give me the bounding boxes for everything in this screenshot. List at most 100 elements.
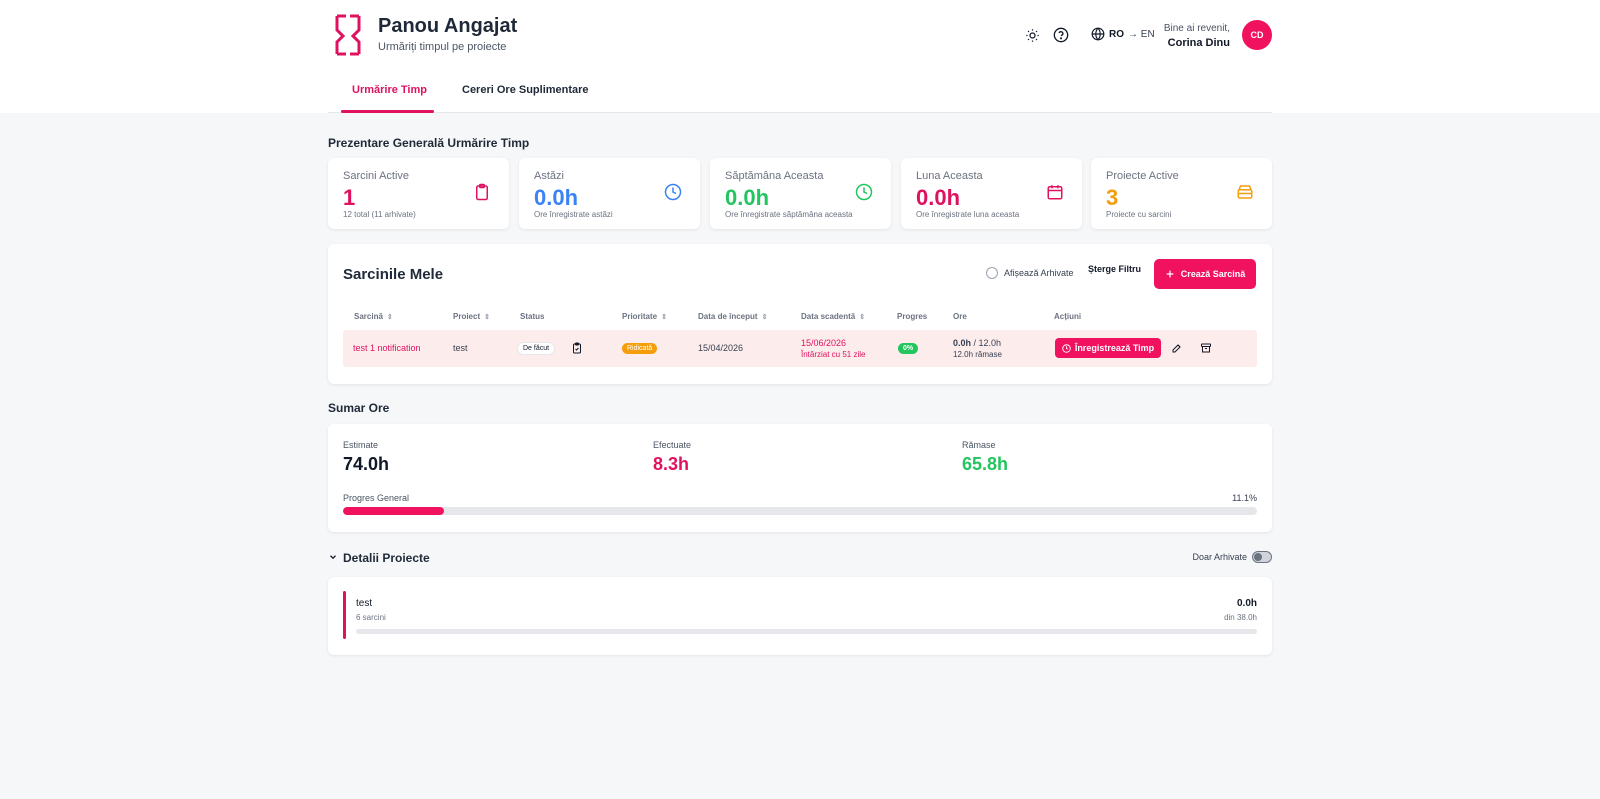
summary-card: Estimate 74.0h Efectuate 8.3h Rămase 65.… (328, 424, 1272, 532)
project-progress-bar (356, 629, 1257, 634)
column-header-status: Status (520, 312, 544, 321)
hours-logged: 0.0h / 12.0h (953, 338, 1001, 348)
overdue-note: Întârziat cu 51 zile (801, 350, 866, 359)
stat-note: 12 total (11 arhivate) (343, 210, 416, 219)
column-label: Proiect (453, 312, 481, 321)
logo-icon (335, 14, 361, 56)
user-name: Corina Dinu (1167, 37, 1230, 49)
chevron-down-icon[interactable] (328, 552, 338, 562)
sort-icon[interactable]: ⇕ (484, 313, 490, 321)
clipboard-check-icon[interactable] (571, 342, 583, 354)
archived-only-toggle[interactable] (1252, 551, 1272, 563)
clear-filter-button[interactable]: Șterge Filtru (1088, 264, 1142, 274)
help-button[interactable] (1052, 26, 1070, 44)
overall-progress-bar (343, 507, 1257, 515)
header: Panou Angajat Urmăriți timpul pe proiect… (328, 0, 1272, 70)
hours-done: 0.0h (953, 338, 972, 348)
column-header-project[interactable]: Proiect ⇕ (453, 312, 490, 321)
create-task-label: Crează Sarcină (1180, 269, 1246, 279)
archived-only-label: Doar Arhivate (1192, 552, 1247, 562)
tab-overtime-requests[interactable]: Cereri Ore Suplimentare (462, 84, 589, 96)
create-task-button[interactable]: Crează Sarcină (1154, 259, 1256, 289)
project-name: test (356, 598, 373, 609)
tasks-title: Sarcinile Mele (343, 266, 444, 283)
stat-note: Ore înregistrate luna aceasta (916, 210, 1020, 219)
theme-toggle-button[interactable] (1023, 26, 1041, 44)
plus-icon (1166, 270, 1174, 278)
tab-time-tracking[interactable]: Urmărire Timp (352, 84, 427, 96)
welcome-text: Bine ai revenit, (1163, 23, 1230, 34)
sort-icon[interactable]: ⇕ (386, 313, 393, 321)
column-header-start-date[interactable]: Data de început ⇕ (698, 312, 767, 321)
estimated-label: Estimate (343, 440, 379, 450)
archive-icon[interactable] (1200, 342, 1212, 354)
table-row: test 1 notification test De făcut Ridica… (343, 330, 1257, 367)
column-label: Status (520, 312, 545, 321)
stat-label: Sarcini Active (343, 170, 410, 182)
stat-value: 0.0h (916, 185, 961, 210)
due-date: 15/06/2026 (801, 338, 847, 348)
show-archived-checkbox[interactable]: Afișează Arhivate (986, 267, 1074, 279)
left-label: Rămase (962, 440, 996, 450)
record-time-label: Înregistrează Timp (1074, 343, 1155, 353)
stat-card-active-projects: Proiecte Active 3 Proiecte cu sarcini (1091, 158, 1272, 229)
stat-label: Săptămâna Aceasta (725, 170, 824, 182)
project-accent-bar (343, 591, 346, 639)
column-header-hours: Ore (953, 312, 967, 321)
folder-icon (1237, 185, 1253, 199)
clock-icon (664, 183, 682, 201)
column-header-task[interactable]: Sarcină ⇕ (354, 312, 393, 321)
progress-percent: 11.1% (1232, 493, 1257, 503)
column-header-priority[interactable]: Prioritate ⇕ (622, 312, 667, 321)
column-header-progress: Progres (897, 312, 927, 321)
project-card[interactable]: test 6 sarcini 0.0h din 38.0h (328, 577, 1272, 655)
globe-icon (1091, 27, 1105, 41)
sort-icon[interactable]: ⇕ (761, 313, 768, 321)
language-switch[interactable]: RO → EN (1091, 27, 1155, 41)
progress-label: Progres General (343, 493, 410, 503)
stat-value: 0.0h (725, 185, 770, 210)
stat-label: Luna Aceasta (916, 170, 983, 182)
checkbox[interactable] (986, 267, 998, 279)
column-header-due-date[interactable]: Data scadentă ⇕ (801, 312, 865, 321)
estimated-value: 74.0h (343, 454, 390, 474)
project-hours: 0.0h (1236, 598, 1257, 609)
stat-value: 0.0h (534, 185, 579, 210)
archived-only-toggle-wrap: Doar Arhivate (1192, 551, 1272, 563)
sort-icon[interactable]: ⇕ (859, 313, 866, 321)
stat-note: Proiecte cu sarcini (1106, 210, 1172, 219)
stat-card-this-month: Luna Aceasta 0.0h Ore înregistrate luna … (901, 158, 1082, 229)
clock-icon (1062, 343, 1071, 353)
welcome: Bine ai revenit, Corina Dinu (1164, 22, 1230, 50)
project-details-header: Detalii Proiecte Doar Arhivate (328, 551, 1272, 571)
help-icon (1053, 27, 1069, 43)
stat-note: Ore înregistrate astăzi (534, 210, 613, 219)
avatar[interactable]: CD (1242, 20, 1272, 50)
stat-label: Proiecte Active (1106, 170, 1179, 182)
column-label: Acțiuni (1054, 312, 1082, 321)
task-name[interactable]: test 1 notification (353, 343, 421, 353)
app-title: Panou Angajat (378, 15, 518, 37)
stat-note: Ore înregistrate săptămâna aceasta (725, 210, 853, 219)
record-time-button[interactable]: Înregistrează Timp (1055, 338, 1161, 358)
sun-icon (1025, 28, 1039, 42)
tasks-card: Sarcinile Mele Afișează Arhivate Șterge … (328, 244, 1272, 384)
edit-icon[interactable] (1171, 342, 1183, 354)
left-value: 65.8h (962, 454, 1009, 474)
top-bar (0, 0, 1600, 113)
status-badge: De făcut (517, 342, 556, 355)
sort-icon[interactable]: ⇕ (661, 313, 667, 321)
project-hours-total: din 38.0h (1224, 613, 1257, 622)
column-label: Data de început (698, 312, 758, 321)
app-subtitle: Urmăriți timpul pe proiecte (378, 41, 507, 53)
stat-card-today: Astăzi 0.0h Ore înregistrate astăzi (519, 158, 700, 229)
lang-current: RO (1109, 28, 1124, 40)
column-label: Progres (897, 312, 928, 321)
hours-left: 12.0h rămase (953, 350, 1002, 359)
lang-other: → EN (1128, 28, 1155, 40)
project-task-count: 6 sarcini (356, 613, 386, 622)
column-label: Prioritate (622, 312, 658, 321)
project-details-title[interactable]: Detalii Proiecte (343, 551, 430, 565)
task-project: test (453, 343, 468, 353)
show-archived-label: Afișează Arhivate (1004, 268, 1074, 278)
